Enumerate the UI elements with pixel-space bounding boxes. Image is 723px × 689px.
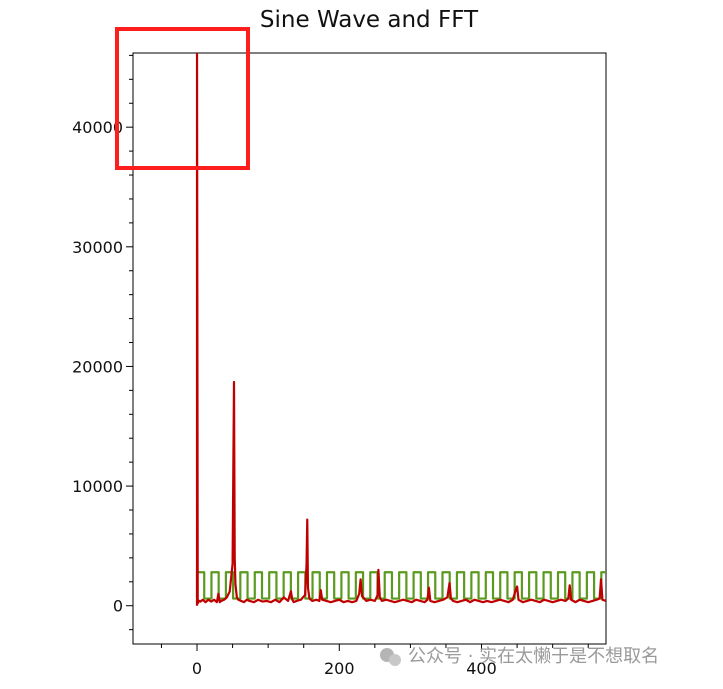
y-tick-label: 40000 bbox=[72, 118, 123, 137]
watermark: 公众号 · 实在太懒于是不想取名 bbox=[380, 646, 659, 667]
chart-title: Sine Wave and FFT bbox=[260, 7, 479, 33]
watermark-text: 公众号 · 实在太懒于是不想取名 bbox=[408, 646, 659, 667]
series-line-square-wave bbox=[195, 571, 606, 600]
series-group bbox=[195, 53, 606, 606]
highlight-rectangle bbox=[115, 27, 250, 170]
x-tick-label: 0 bbox=[192, 659, 202, 678]
y-tick-label: 30000 bbox=[72, 238, 123, 257]
plot-frame bbox=[132, 52, 607, 645]
series-line-fft bbox=[195, 53, 606, 606]
y-tick-label: 0 bbox=[113, 597, 123, 616]
y-tick-label: 20000 bbox=[72, 357, 123, 376]
y-tick-label: 10000 bbox=[72, 477, 123, 496]
wechat-icon-bubble bbox=[389, 654, 401, 666]
x-tick-label: 200 bbox=[324, 659, 355, 678]
x-tick-label: 400 bbox=[466, 659, 497, 678]
